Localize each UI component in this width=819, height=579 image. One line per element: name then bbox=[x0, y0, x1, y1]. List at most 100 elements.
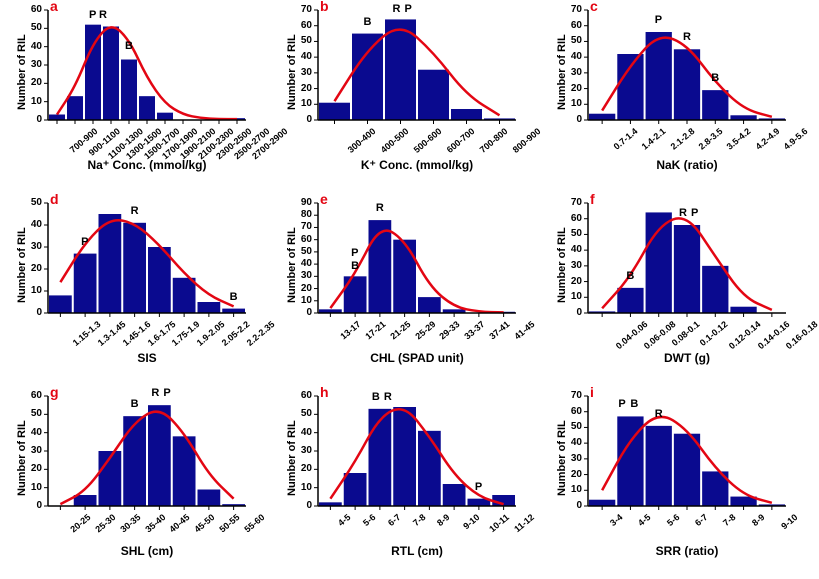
y-tick-label: 10 bbox=[18, 96, 42, 107]
y-tick-label: 20 bbox=[558, 469, 582, 480]
panel-g: gNumber of RIL010203040506020-2525-3030-… bbox=[6, 386, 256, 556]
bar bbox=[173, 278, 196, 313]
panel-letter: i bbox=[590, 384, 594, 400]
marker-r: R bbox=[151, 387, 159, 399]
panel-i: iNumber of RIL0102030405060703-44-55-66-… bbox=[546, 386, 796, 556]
figure-root: aNumber of RIL0102030405060700-900900-11… bbox=[0, 0, 819, 579]
y-tick-label: 40 bbox=[18, 427, 42, 438]
marker-p: P bbox=[163, 387, 170, 399]
y-tick-label: 20 bbox=[288, 283, 312, 294]
bar bbox=[74, 495, 97, 506]
y-tick-label: 70 bbox=[558, 197, 582, 208]
y-tick-label: 30 bbox=[288, 270, 312, 281]
y-tick-label: 50 bbox=[288, 408, 312, 419]
bar bbox=[74, 254, 97, 313]
bar bbox=[49, 295, 72, 313]
panel-letter: c bbox=[590, 0, 598, 14]
x-axis-label: Na⁺ Conc. (mmol/kg) bbox=[48, 158, 246, 172]
y-tick-label: 40 bbox=[18, 219, 42, 230]
y-tick-label: 80 bbox=[288, 209, 312, 220]
y-tick-label: 60 bbox=[558, 406, 582, 417]
y-tick-label: 30 bbox=[18, 445, 42, 456]
y-tick-label: 30 bbox=[288, 445, 312, 456]
bar bbox=[148, 405, 171, 506]
bar bbox=[344, 276, 367, 313]
marker-b: B bbox=[626, 270, 634, 282]
y-tick-label: 0 bbox=[558, 500, 582, 511]
bar bbox=[49, 115, 65, 121]
bar bbox=[418, 431, 441, 506]
y-tick-label: 70 bbox=[558, 390, 582, 401]
y-tick-label: 10 bbox=[18, 482, 42, 493]
bar bbox=[198, 490, 221, 507]
y-tick-label: 0 bbox=[288, 307, 312, 318]
marker-r: R bbox=[99, 9, 107, 21]
x-axis-label: NaK (ratio) bbox=[588, 158, 786, 172]
bar bbox=[646, 426, 672, 506]
y-tick-label: 30 bbox=[288, 67, 312, 78]
bar bbox=[443, 484, 466, 506]
y-tick-label: 60 bbox=[558, 213, 582, 224]
panel-letter: b bbox=[320, 0, 329, 14]
x-axis-label: K⁺ Conc. (mmol/kg) bbox=[318, 158, 516, 172]
marker-r: R bbox=[393, 3, 401, 15]
bar bbox=[319, 103, 350, 120]
bar bbox=[139, 96, 155, 120]
y-tick-label: 50 bbox=[288, 35, 312, 46]
bar bbox=[121, 60, 137, 121]
bar bbox=[730, 307, 756, 313]
marker-r: R bbox=[679, 207, 687, 219]
bar bbox=[589, 500, 615, 506]
marker-b: B bbox=[630, 398, 638, 410]
marker-r: R bbox=[376, 202, 384, 214]
panel-h: hNumber of RIL01020304050604-55-66-77-88… bbox=[276, 386, 526, 556]
bar bbox=[148, 247, 171, 313]
y-tick-label: 20 bbox=[288, 83, 312, 94]
x-axis-label: DWT (g) bbox=[588, 351, 786, 365]
panel-d: dNumber of RIL010203040501.15-1.31.3-1.4… bbox=[6, 193, 256, 363]
bar bbox=[123, 416, 146, 506]
y-tick-label: 40 bbox=[288, 51, 312, 62]
y-tick-label: 60 bbox=[288, 20, 312, 31]
marker-p: P bbox=[81, 236, 88, 248]
y-tick-label: 10 bbox=[288, 482, 312, 493]
marker-b: B bbox=[364, 16, 372, 28]
marker-b: B bbox=[230, 291, 238, 303]
marker-b: B bbox=[711, 72, 719, 84]
y-tick-label: 50 bbox=[18, 197, 42, 208]
y-tick-label: 50 bbox=[288, 246, 312, 257]
y-tick-label: 10 bbox=[288, 295, 312, 306]
y-tick-label: 30 bbox=[558, 453, 582, 464]
y-tick-label: 50 bbox=[558, 421, 582, 432]
bar bbox=[369, 409, 392, 506]
y-tick-label: 0 bbox=[288, 500, 312, 511]
y-tick-label: 40 bbox=[558, 51, 582, 62]
marker-b: B bbox=[125, 40, 133, 52]
x-axis-label: SHL (cm) bbox=[48, 544, 246, 558]
bar bbox=[589, 114, 615, 120]
y-tick-label: 90 bbox=[288, 197, 312, 208]
marker-b: B bbox=[131, 398, 139, 410]
y-tick-label: 20 bbox=[18, 263, 42, 274]
y-tick-label: 20 bbox=[558, 276, 582, 287]
x-axis-label: RTL (cm) bbox=[318, 544, 516, 558]
bar bbox=[617, 288, 643, 313]
panel-letter: d bbox=[50, 191, 59, 207]
y-tick-label: 50 bbox=[558, 35, 582, 46]
y-tick-label: 50 bbox=[18, 408, 42, 419]
y-tick-label: 0 bbox=[18, 500, 42, 511]
y-tick-label: 0 bbox=[558, 307, 582, 318]
marker-p: P bbox=[475, 481, 482, 493]
y-tick-label: 0 bbox=[288, 114, 312, 125]
y-tick-label: 30 bbox=[18, 59, 42, 70]
bar bbox=[451, 109, 482, 120]
marker-p: P bbox=[618, 398, 625, 410]
bar bbox=[67, 96, 83, 120]
y-tick-label: 10 bbox=[18, 285, 42, 296]
y-tick-label: 50 bbox=[558, 228, 582, 239]
marker-p: P bbox=[351, 247, 358, 259]
y-tick-label: 60 bbox=[288, 390, 312, 401]
y-tick-label: 40 bbox=[558, 244, 582, 255]
bar bbox=[674, 434, 700, 506]
y-tick-label: 70 bbox=[288, 221, 312, 232]
